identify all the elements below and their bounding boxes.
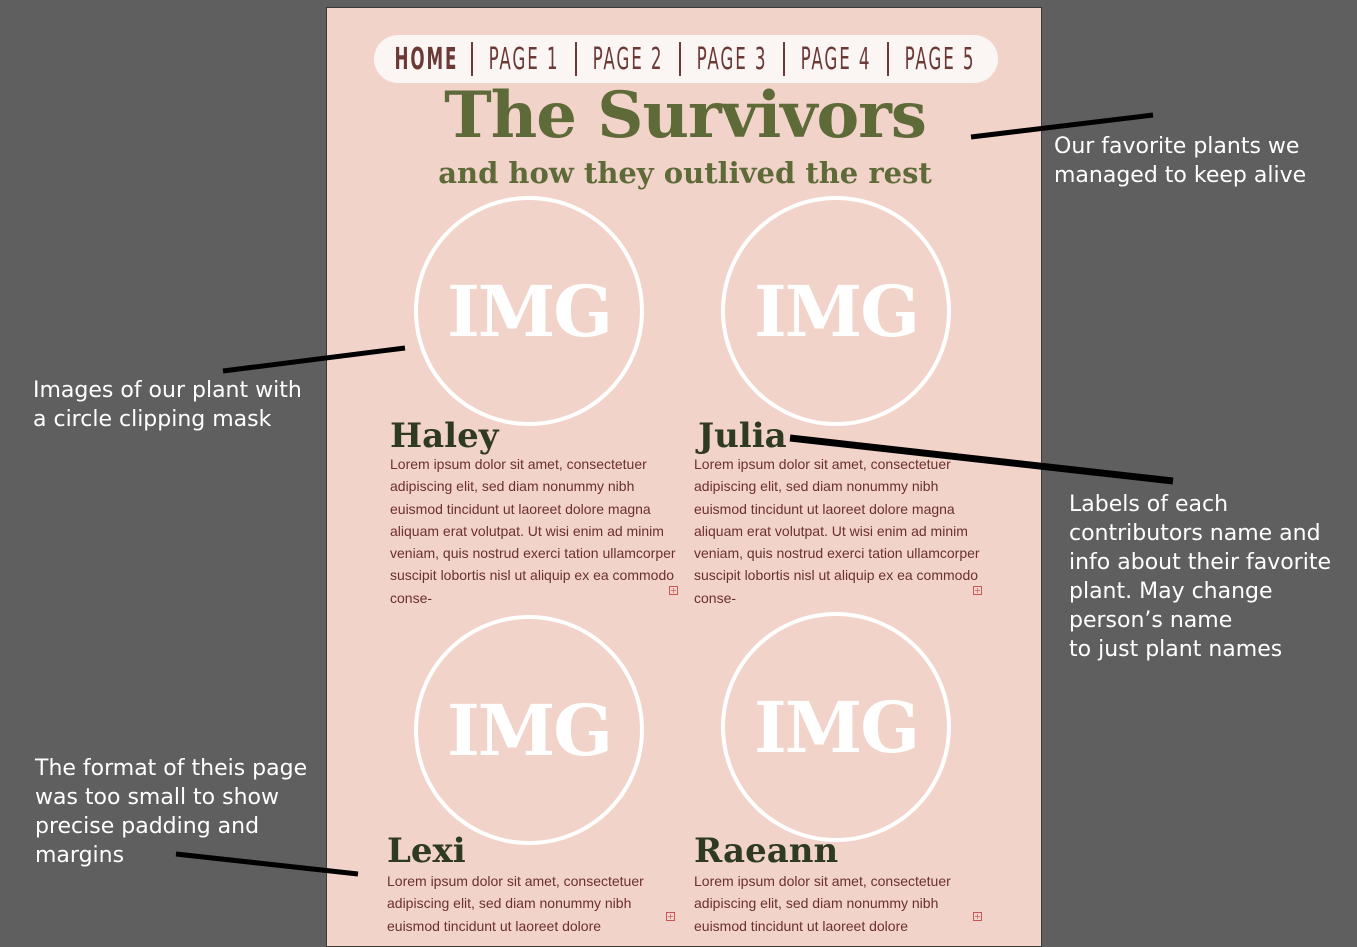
annotation-pointer-labels — [789, 434, 1174, 485]
image-placeholder-circle[interactable]: IMG — [414, 615, 644, 845]
annotation-format-note: The format of theis page was too small t… — [35, 756, 308, 868]
annotation-pointer-title — [970, 112, 1154, 140]
image-placeholder-label: IMG — [753, 685, 920, 769]
text-overflow-icon[interactable]: + — [666, 912, 675, 921]
nav-item-page-4[interactable]: PAGE 4 — [801, 41, 872, 77]
image-placeholder-label: IMG — [446, 269, 613, 353]
nav-item-page-5[interactable]: PAGE 5 — [905, 41, 976, 77]
nav-separator — [679, 42, 682, 76]
contributor-name: Raeann — [694, 831, 839, 871]
text-overflow-icon[interactable]: + — [973, 912, 982, 921]
annotation-labels-note: Labels of each contributors name and inf… — [1069, 492, 1332, 662]
nav-separator — [887, 42, 890, 76]
contributor-name: Lexi — [387, 831, 466, 871]
annotation-pointer-image — [222, 345, 406, 374]
nav-item-page-1[interactable]: PAGE 1 — [489, 41, 560, 77]
contributor-name: Haley — [390, 416, 499, 456]
image-placeholder-label: IMG — [446, 688, 613, 772]
contributor-description: Lorem ipsum dolor sit amet, consectetuer… — [694, 456, 980, 606]
text-overflow-icon[interactable]: + — [973, 586, 982, 595]
nav-item-home[interactable]: HOME — [394, 41, 458, 77]
nav-separator — [575, 42, 578, 76]
artboard-page: HOME PAGE 1 PAGE 2 PAGE 3 PAGE 4 PAGE 5 … — [326, 7, 1042, 947]
image-placeholder-circle[interactable]: IMG — [414, 196, 644, 426]
annotation-title-note: Our favorite plants we managed to keep a… — [1054, 134, 1307, 188]
nav-separator — [471, 42, 474, 76]
page-title: The Survivors — [444, 78, 927, 153]
page-subtitle: and how they outlived the rest — [438, 156, 932, 190]
annotation-image-note: Images of our plant with a circle clippi… — [33, 378, 302, 432]
image-placeholder-circle[interactable]: IMG — [721, 196, 951, 426]
contributor-description: Lorem ipsum dolor sit amet, consectetuer… — [390, 456, 676, 606]
image-placeholder-circle[interactable]: IMG — [721, 612, 951, 842]
nav-item-page-3[interactable]: PAGE 3 — [697, 41, 768, 77]
contributor-name: Julia — [698, 416, 787, 456]
text-overflow-icon[interactable]: + — [669, 586, 678, 595]
image-placeholder-label: IMG — [753, 269, 920, 353]
nav-item-page-2[interactable]: PAGE 2 — [593, 41, 664, 77]
nav-separator — [783, 42, 786, 76]
top-navigation: HOME PAGE 1 PAGE 2 PAGE 3 PAGE 4 PAGE 5 — [374, 35, 998, 83]
annotation-pointer-format — [175, 851, 359, 877]
